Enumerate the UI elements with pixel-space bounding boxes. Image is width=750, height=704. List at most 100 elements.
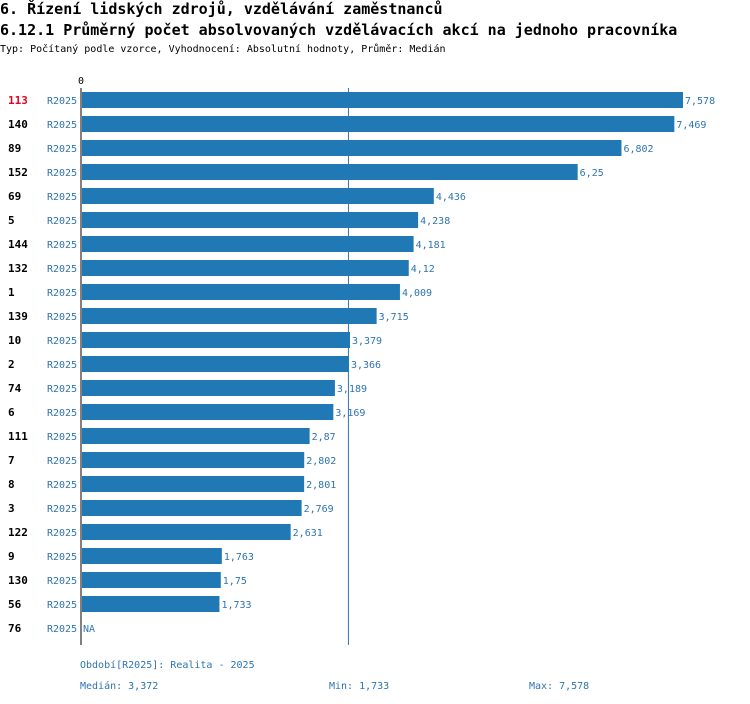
bar	[82, 308, 377, 324]
row-period-label: R2025	[47, 264, 77, 275]
bar	[82, 116, 675, 132]
row-id-label: 10	[8, 334, 21, 347]
row-period-label: R2025	[47, 384, 77, 395]
bar-value-label: 3,715	[379, 312, 409, 323]
bar-value-label: 3,379	[352, 336, 382, 347]
row-id-label: 130	[8, 574, 28, 587]
row-period-label: R2025	[47, 504, 77, 515]
row-id-label: 69	[8, 190, 21, 203]
bar-value-label: 6,25	[580, 168, 604, 179]
bar-value-label: 1,733	[221, 600, 251, 611]
bar	[82, 164, 578, 180]
row-id-label: 3	[8, 502, 15, 515]
bar	[82, 500, 302, 516]
bar-value-label: 6,802	[623, 144, 653, 155]
row-id-label: 5	[8, 214, 15, 227]
bar	[82, 284, 400, 300]
bar	[82, 452, 305, 468]
bar	[82, 572, 221, 588]
row-id-label: 122	[8, 526, 28, 539]
bar	[82, 428, 310, 444]
row-id-label: 140	[8, 118, 28, 131]
bar-value-label: 3,366	[351, 360, 381, 371]
chart-subtitle: Typ: Počítaný podle vzorce, Vyhodnocení:…	[0, 44, 446, 55]
bar-value-label: 1,75	[223, 576, 247, 587]
bar	[82, 212, 419, 228]
row-id-label: 113	[8, 94, 28, 107]
row-period-label: R2025	[47, 312, 77, 323]
bar	[82, 140, 622, 156]
footer-max: Max: 7,578	[529, 681, 590, 692]
row-id-label: 132	[8, 262, 28, 275]
bar-value-label: 4,436	[436, 192, 466, 203]
bar	[82, 236, 414, 252]
bar	[82, 356, 349, 372]
bar	[82, 596, 220, 612]
row-period-label: R2025	[47, 576, 77, 587]
row-period-label: R2025	[47, 120, 77, 131]
bar-value-label: 3,169	[335, 408, 365, 419]
row-id-label: 111	[8, 430, 28, 443]
row-period-label: R2025	[47, 288, 77, 299]
footer-median: Medián: 3,372	[80, 681, 159, 692]
row-id-label: 7	[8, 454, 15, 467]
row-period-label: R2025	[47, 96, 77, 107]
bar-value-label: 4,12	[411, 264, 435, 275]
bar-value-label: 4,181	[416, 240, 446, 251]
row-period-label: R2025	[47, 528, 77, 539]
row-id-label: 9	[8, 550, 15, 563]
chart-title: 6.12.1 Průměrný počet absolvovaných vzdě…	[0, 21, 678, 39]
bar	[82, 332, 350, 348]
bar	[82, 524, 291, 540]
page-title: 6. Řízení lidských zdrojů, vzdělávání za…	[0, 0, 443, 18]
row-id-label: 56	[8, 598, 22, 611]
row-period-label: R2025	[47, 336, 77, 347]
row-period-label: R2025	[47, 600, 77, 611]
row-id-label: 1	[8, 286, 15, 299]
axis-zero-label: 0	[78, 76, 84, 87]
bar-value-label: 2,87	[312, 432, 336, 443]
row-period-label: R2025	[47, 360, 77, 371]
row-period-label: R2025	[47, 408, 77, 419]
row-period-label: R2025	[47, 216, 77, 227]
bar	[82, 380, 335, 396]
row-id-label: 2	[8, 358, 15, 371]
footer-period: Období[R2025]: Realita - 2025	[80, 660, 255, 671]
row-id-label: 144	[8, 238, 28, 251]
row-period-label: R2025	[47, 624, 77, 635]
bar-value-label: 4,009	[402, 288, 432, 299]
row-period-label: R2025	[47, 192, 77, 203]
row-id-label: 152	[8, 166, 28, 179]
bar-value-label: 2,769	[304, 504, 334, 515]
bar	[82, 476, 305, 492]
bar-value-label: 7,469	[676, 120, 706, 131]
row-id-label: 139	[8, 310, 28, 323]
bar	[82, 548, 222, 564]
row-period-label: R2025	[47, 240, 77, 251]
row-id-label: 76	[8, 622, 22, 635]
row-period-label: R2025	[47, 144, 77, 155]
bar	[82, 188, 434, 204]
row-period-label: R2025	[47, 432, 77, 443]
row-id-label: 8	[8, 478, 15, 491]
bar-value-label: 2,631	[293, 528, 323, 539]
bar-value-label: NA	[83, 624, 95, 635]
row-id-label: 89	[8, 142, 21, 155]
bar-value-label: 2,801	[306, 480, 336, 491]
row-id-label: 74	[8, 382, 22, 395]
row-period-label: R2025	[47, 480, 77, 491]
bar-value-label: 4,238	[420, 216, 450, 227]
bar	[82, 404, 334, 420]
bar	[82, 260, 409, 276]
row-id-label: 6	[8, 406, 15, 419]
bar-value-label: 7,578	[685, 96, 715, 107]
bar-value-label: 1,763	[224, 552, 254, 563]
bar-value-label: 2,802	[306, 456, 336, 467]
row-period-label: R2025	[47, 168, 77, 179]
footer-min: Min: 1,733	[329, 681, 390, 692]
bar	[82, 92, 683, 108]
row-period-label: R2025	[47, 552, 77, 563]
row-period-label: R2025	[47, 456, 77, 467]
bar-value-label: 3,189	[337, 384, 367, 395]
